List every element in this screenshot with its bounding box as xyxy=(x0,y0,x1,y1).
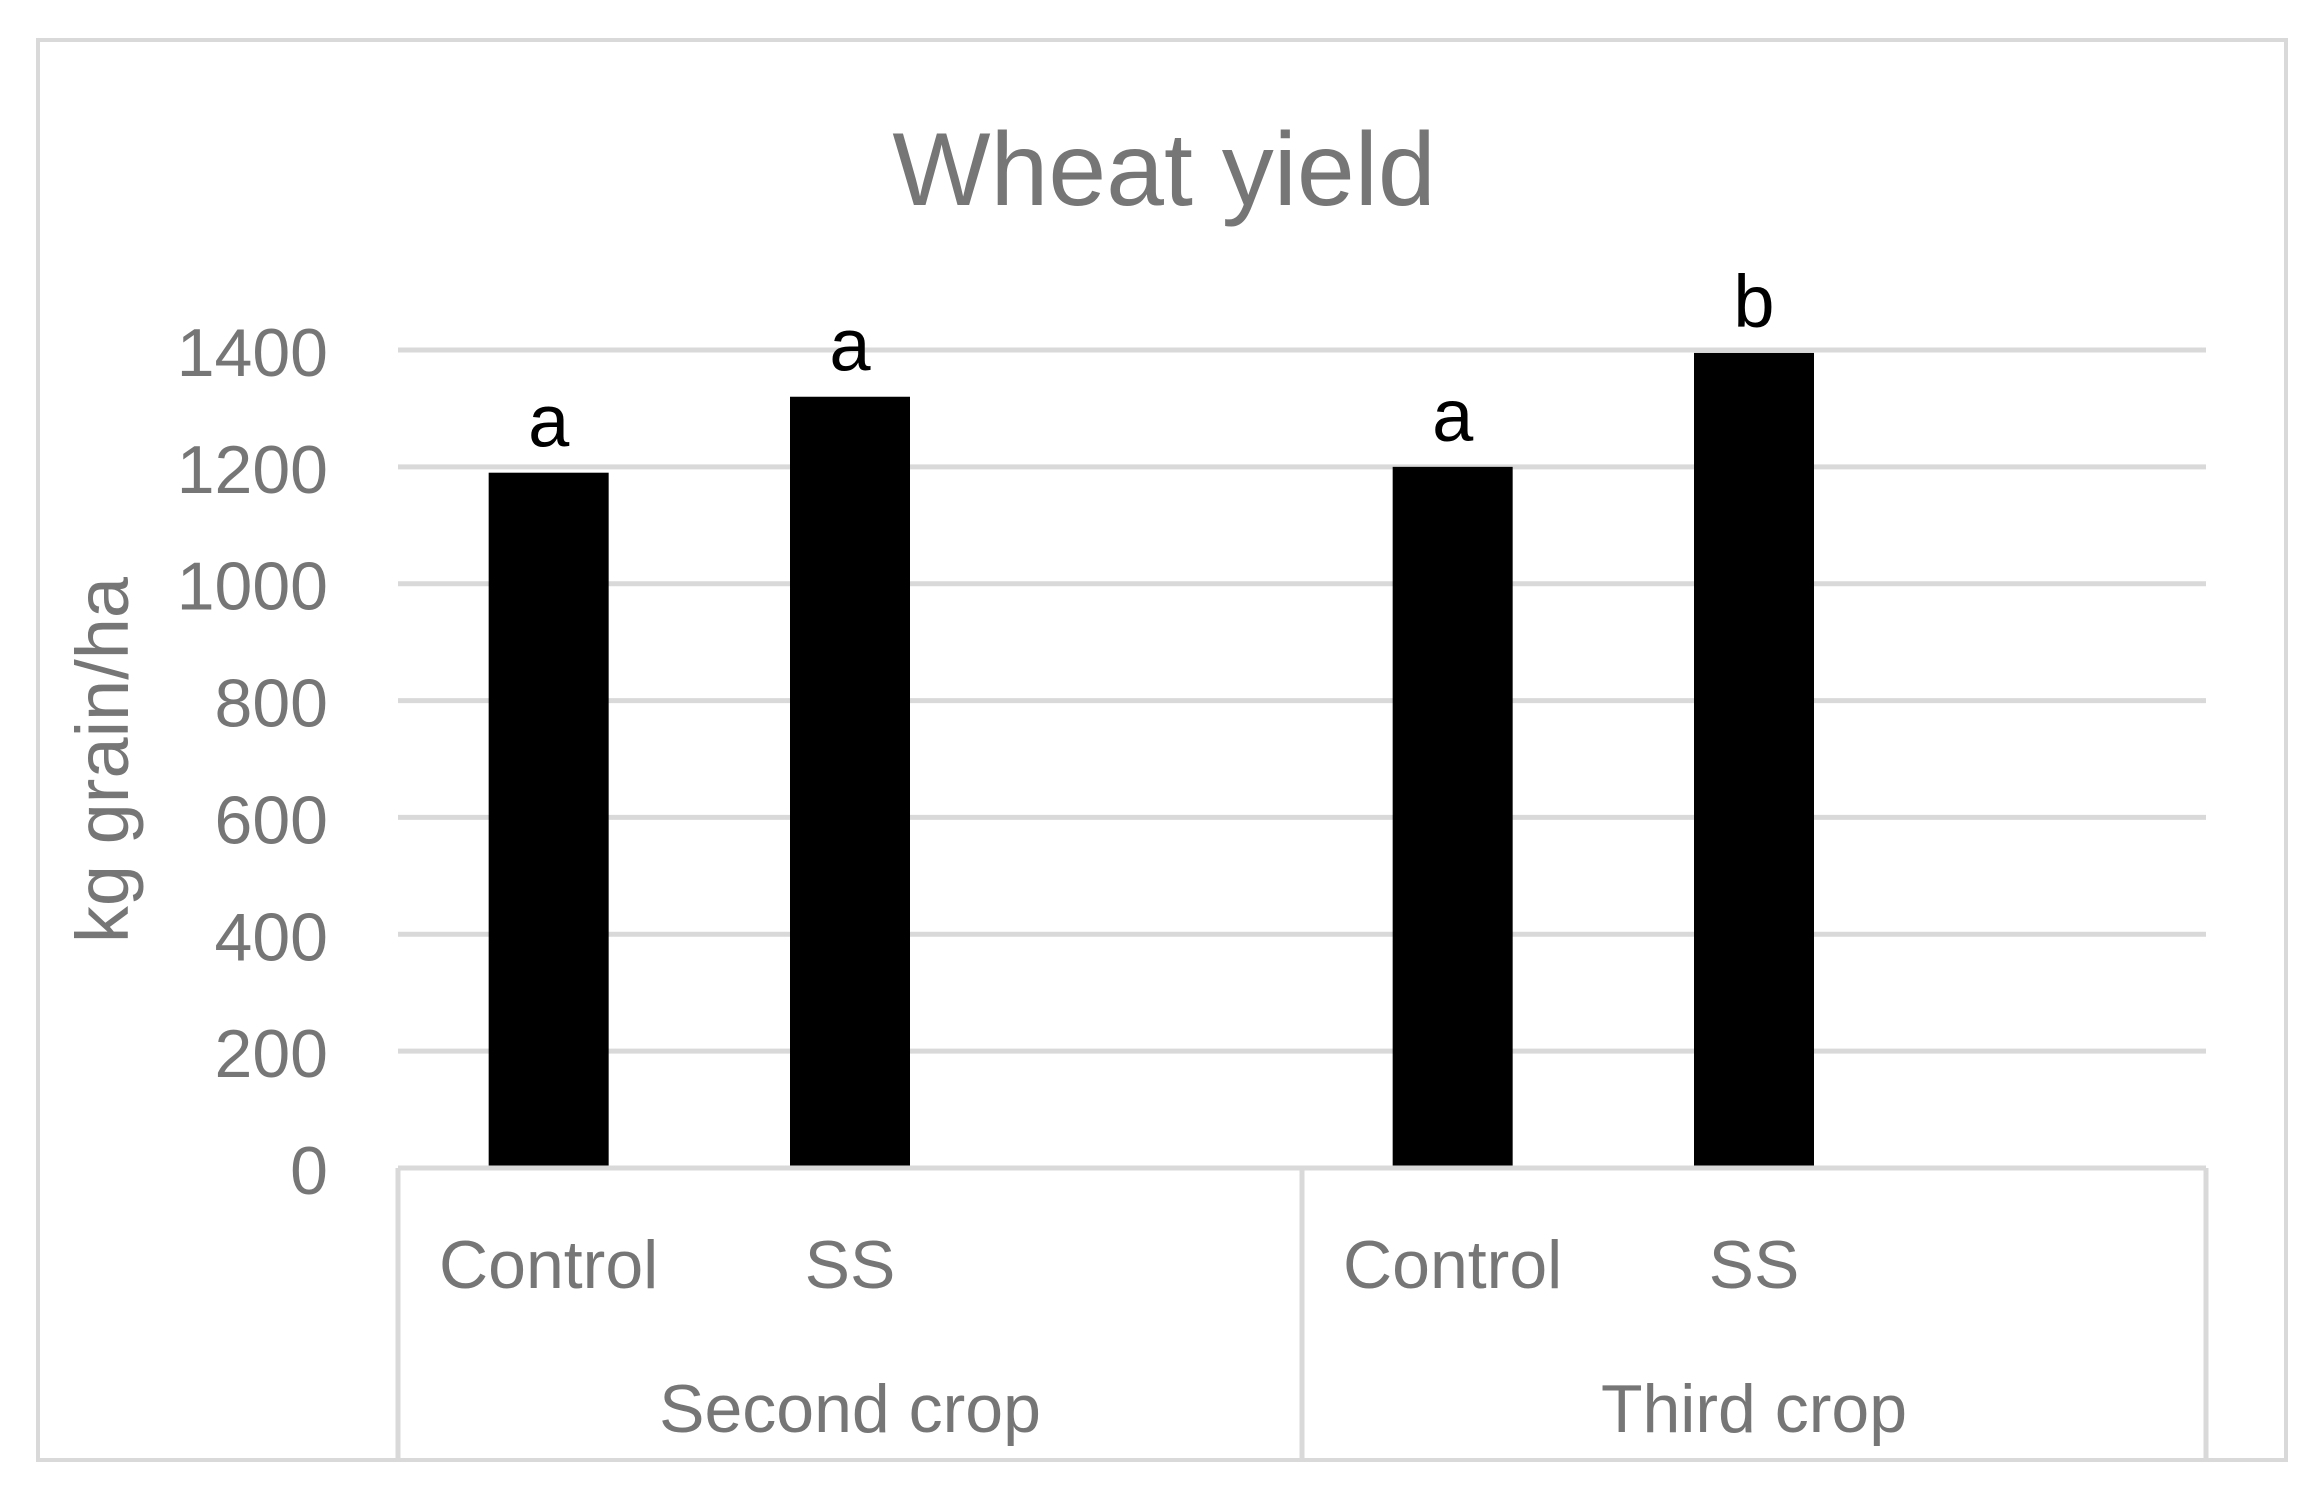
y-tick-label: 200 xyxy=(215,1016,328,1092)
bar xyxy=(790,396,910,1168)
y-tick-label: 800 xyxy=(215,666,328,742)
bar-annotations: a a a b xyxy=(528,260,1774,463)
x-category-label: Control xyxy=(1343,1227,1562,1303)
x-category-label: Control xyxy=(439,1227,658,1303)
x-category-label: SS xyxy=(805,1227,896,1303)
bars xyxy=(488,352,1814,1169)
bar-annotation: b xyxy=(1733,260,1774,343)
bar xyxy=(1694,352,1814,1169)
y-tick-label: 400 xyxy=(215,899,328,975)
chart-title: Wheat yield xyxy=(892,112,1435,228)
bar-annotation: a xyxy=(1432,374,1474,457)
x-category-label: SS xyxy=(1709,1227,1800,1303)
y-axis-label: kg grain/ha xyxy=(61,576,144,943)
chart-frame xyxy=(36,38,2288,1462)
y-tick-label: 0 xyxy=(290,1133,328,1209)
bar xyxy=(1392,466,1513,1168)
y-tick-label: 600 xyxy=(215,782,328,858)
y-tick-label: 1200 xyxy=(177,432,328,508)
y-tick-label: 1000 xyxy=(177,549,328,625)
x-group-label: Second crop xyxy=(659,1371,1041,1447)
y-tick-labels: 0 200 400 600 800 1000 1200 1400 xyxy=(177,315,328,1209)
bar-annotation: a xyxy=(829,304,871,387)
bar xyxy=(488,472,609,1168)
y-tick-label: 1400 xyxy=(177,315,328,391)
x-group-label: Third crop xyxy=(1601,1371,1907,1447)
bar-annotation: a xyxy=(528,380,570,463)
gridlines xyxy=(398,347,2206,1054)
